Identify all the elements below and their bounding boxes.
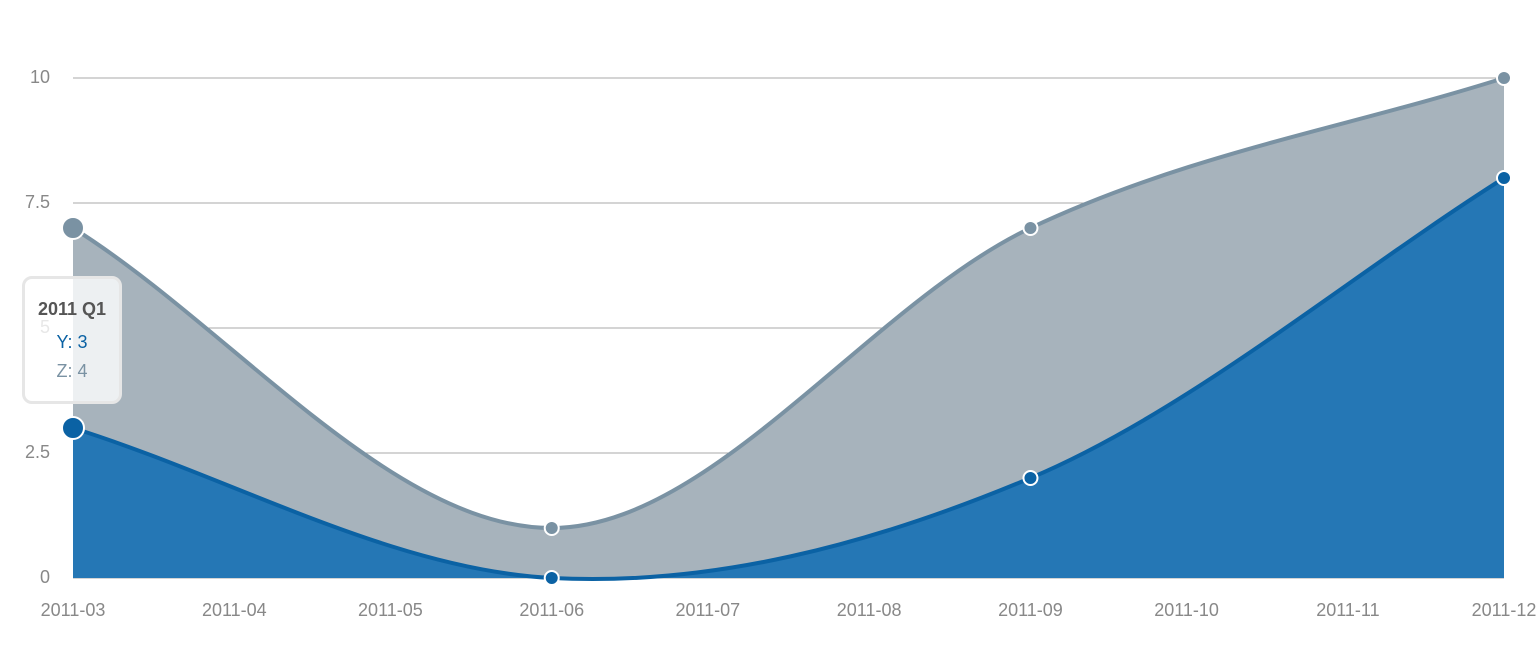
tooltip-title: 2011 Q1	[37, 299, 107, 319]
x-tick-label: 2011-09	[998, 600, 1063, 620]
x-tick-label: 2011-10	[1154, 600, 1219, 620]
x-tick-label: 2011-04	[202, 600, 267, 620]
y-tick-label: 0	[40, 567, 50, 587]
point	[61, 216, 85, 240]
tooltip-row: Y: 3	[25, 332, 119, 353]
y-tick-label: 2.5	[25, 442, 50, 462]
tooltip-label: Y:	[56, 332, 73, 352]
x-tick-label: 2011-12	[1472, 600, 1536, 620]
tooltip-value: 3	[77, 332, 88, 352]
tooltip-label: Z:	[56, 361, 73, 381]
area	[73, 178, 1504, 580]
tooltip: 2011 Q1 Y: 3 Z: 4	[22, 276, 122, 404]
point	[543, 520, 560, 536]
y-tick-label: 7.5	[25, 192, 50, 212]
y-tick-label: 10	[30, 67, 50, 87]
tooltip-value: 4	[77, 361, 88, 381]
point	[61, 416, 85, 440]
x-tick-label: 2011-03	[41, 600, 106, 620]
line	[71, 76, 1505, 531]
x-tick-label: 2011-05	[358, 600, 423, 620]
x-tick-label: 2011-06	[519, 600, 584, 620]
x-tick-label: 2011-11	[1316, 600, 1379, 620]
x-tick-label: 2011-07	[675, 600, 740, 620]
point	[1496, 70, 1512, 86]
point	[1022, 220, 1039, 236]
point	[543, 570, 560, 586]
line	[72, 176, 1506, 582]
tooltip-row: Z: 4	[25, 361, 119, 382]
point	[1496, 170, 1512, 186]
point	[1022, 470, 1039, 486]
x-tick-label: 2011-08	[837, 600, 902, 620]
